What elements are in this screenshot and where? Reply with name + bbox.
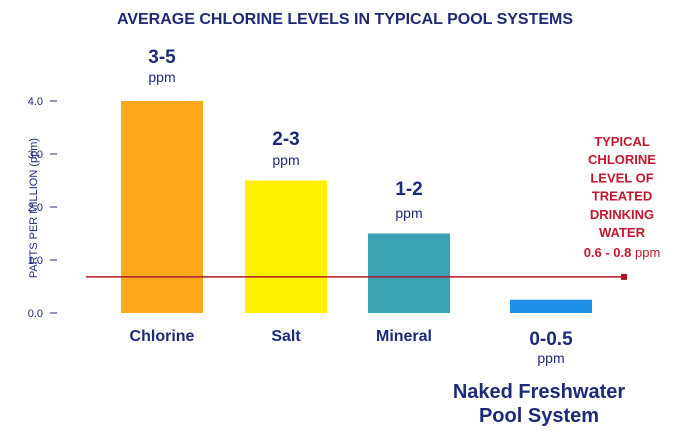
reference-label-line: CHLORINE	[588, 152, 656, 167]
bar	[368, 233, 450, 313]
bar	[245, 180, 327, 313]
bar	[121, 101, 203, 313]
y-tick-label: 1.0	[28, 255, 43, 267]
bar-unit-label: ppm	[148, 69, 175, 85]
y-axis-ticks: 0.0 1.0 2.0 3.0 4.0	[28, 96, 57, 320]
reference-line-group: TYPICAL CHLORINE LEVEL OF TREATED DRINKING WA…	[86, 134, 660, 280]
bar-unit-label: ppm	[272, 152, 299, 168]
bar-range-label: 2-3	[272, 129, 299, 150]
bar	[510, 299, 592, 313]
system-label-line: Naked Freshwater	[453, 381, 626, 403]
reference-label-line: TYPICAL	[594, 134, 650, 149]
y-tick-label: 3.0	[28, 149, 43, 161]
bar-unit-label: ppm	[395, 205, 422, 221]
reference-label-line: TREATED	[592, 189, 652, 204]
bar-range-label: 1-2	[395, 179, 422, 200]
bars	[121, 101, 592, 313]
bar-range-label: 3-5	[148, 47, 176, 68]
reference-range-value: 0.6 - 0.8	[584, 245, 635, 260]
reference-line-marker	[621, 273, 627, 280]
y-tick-label: 2.0	[28, 202, 43, 214]
reference-range-label: 0.6 - 0.8 ppm	[584, 245, 661, 260]
category-label: Chlorine	[130, 328, 195, 345]
reference-range-unit: ppm	[635, 245, 660, 260]
bar-unit-label: ppm	[537, 350, 564, 366]
reference-label-line: DRINKING	[590, 207, 654, 222]
category-labels: Chlorine Salt Mineral	[130, 328, 432, 345]
y-tick-label: 0.0	[28, 308, 43, 320]
system-label-line: Pool System	[479, 405, 599, 427]
category-label: Mineral	[376, 328, 432, 345]
chart-title: AVERAGE CHLORINE LEVELS IN TYPICAL POOL …	[117, 11, 573, 28]
reference-label-line: WATER	[599, 225, 646, 240]
y-axis-label: PARTS PER MILLION (ppm)	[28, 138, 40, 278]
category-label: Salt	[271, 328, 301, 345]
bar-range-label: 0-0.5	[529, 329, 573, 350]
reference-label-line: LEVEL OF	[590, 170, 653, 185]
y-tick-label: 4.0	[28, 96, 43, 108]
